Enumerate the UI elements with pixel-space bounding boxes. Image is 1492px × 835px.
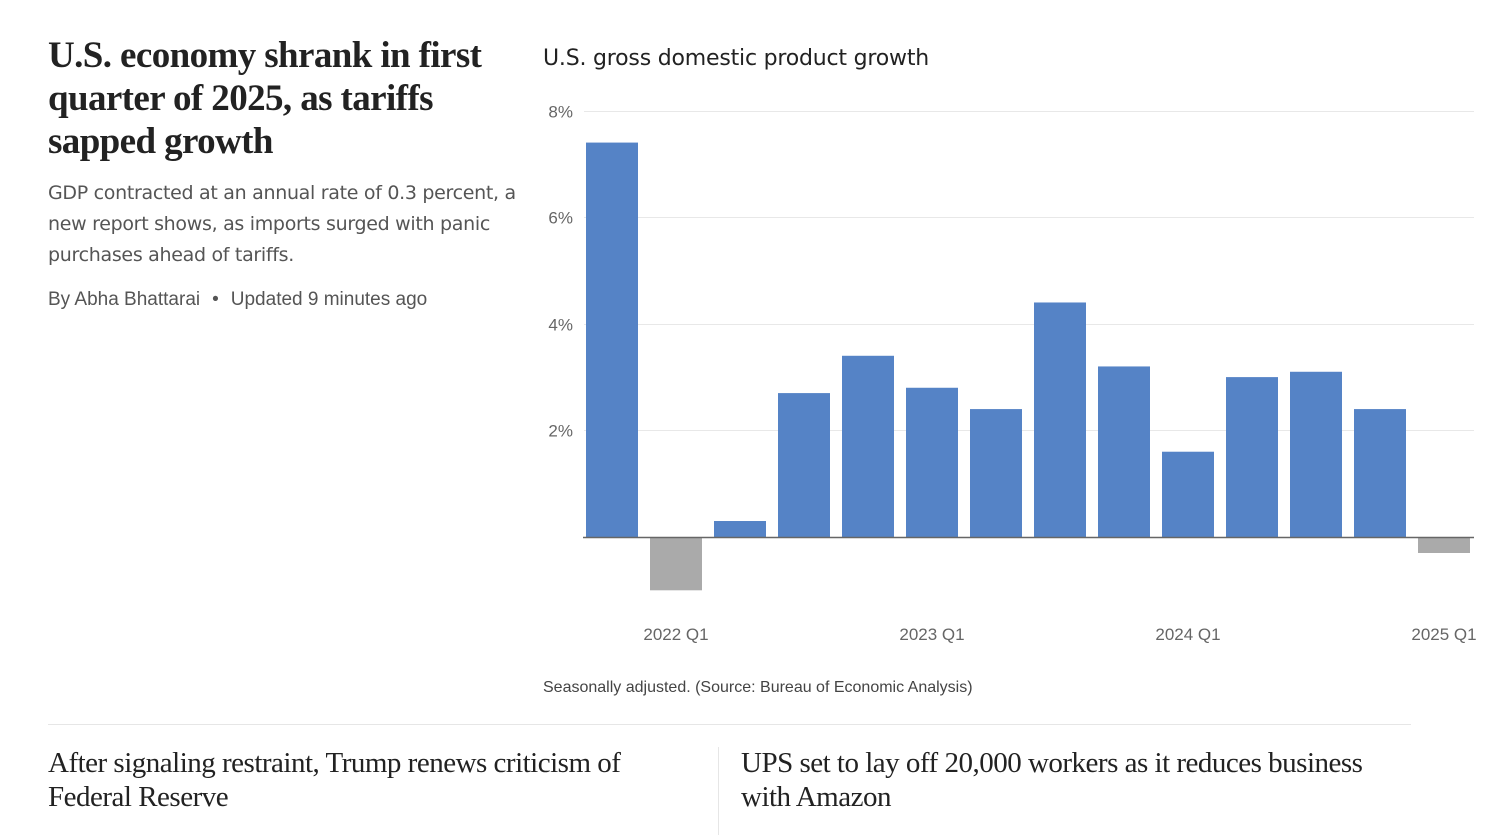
- bar-2023-q1[interactable]: [906, 387, 958, 537]
- chart-title: U.S. gross domestic product growth: [543, 46, 929, 71]
- x-axis-ticks: 2022 Q1 2023 Q1 2024 Q1 2025 Q1: [643, 625, 1476, 644]
- bar-2024-q1[interactable]: [1162, 451, 1214, 537]
- gdp-bar-chart: 2% 4% 6% 8% 2022 Q1 2023 Q1 2024 Q1 2025 Q1: [548, 103, 1476, 645]
- bar-2022-q1[interactable]: [650, 537, 702, 591]
- x-tick-label: 2023 Q1: [899, 625, 964, 644]
- y-tick-label: 8%: [548, 103, 573, 122]
- bar-2024-q3[interactable]: [1290, 371, 1342, 537]
- column-divider: [718, 747, 719, 835]
- author-name[interactable]: By Abha Bhattarai: [48, 289, 201, 310]
- y-tick-label: 2%: [548, 422, 573, 441]
- x-tick-label: 2022 Q1: [643, 625, 708, 644]
- bar-2024-q2[interactable]: [1226, 377, 1278, 537]
- byline-separator: •: [212, 289, 219, 310]
- x-tick-label: 2025 Q1: [1411, 625, 1476, 644]
- y-tick-label: 4%: [548, 316, 573, 335]
- updated-timestamp: Updated 9 minutes ago: [230, 289, 428, 310]
- related-story-2[interactable]: UPS set to lay off 20,000 workers as it …: [741, 747, 1363, 813]
- article-dek: GDP contracted at an annual rate of 0.3 …: [48, 182, 516, 266]
- bar-2022-q2[interactable]: [714, 521, 766, 537]
- section-divider: [48, 724, 1411, 725]
- bar-2023-q2[interactable]: [970, 409, 1022, 537]
- bar-2025-q1[interactable]: [1418, 537, 1470, 553]
- bars: [586, 142, 1470, 591]
- chart-source-note: Seasonally adjusted. (Source: Bureau of …: [543, 679, 973, 696]
- y-tick-label: 6%: [548, 209, 573, 228]
- byline: By Abha Bhattarai • Updated 9 minutes ago: [48, 289, 427, 311]
- bar-2023-q4[interactable]: [1098, 366, 1150, 537]
- bar-2021-q4[interactable]: [586, 142, 638, 537]
- article-headline[interactable]: U.S. economy shrank in first quarter of …: [48, 35, 482, 162]
- y-axis-ticks: 2% 4% 6% 8%: [548, 103, 573, 441]
- related-story-1[interactable]: After signaling restraint, Trump renews …: [48, 747, 621, 813]
- bar-2022-q3[interactable]: [778, 393, 830, 537]
- bar-2023-q3[interactable]: [1034, 302, 1086, 537]
- x-tick-label: 2024 Q1: [1155, 625, 1220, 644]
- bar-2022-q4[interactable]: [842, 355, 894, 537]
- bar-2024-q4[interactable]: [1354, 409, 1406, 537]
